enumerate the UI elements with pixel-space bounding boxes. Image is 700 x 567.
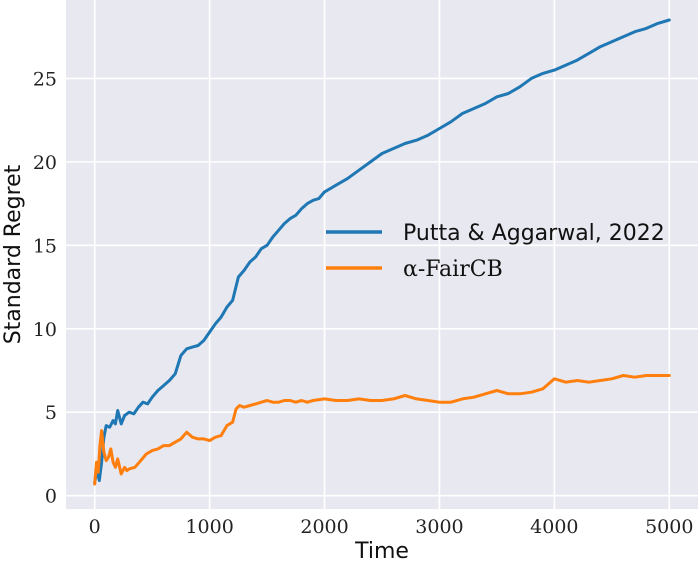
y-tick-label: 5 <box>45 402 57 424</box>
plot-area <box>66 0 698 509</box>
legend-label-alpha-faircb: α-FairCB <box>403 257 503 282</box>
legend-label-putta-aggarwal: Putta & Aggarwal, 2022 <box>403 221 665 246</box>
y-axis-label: Standard Regret <box>1 164 26 344</box>
y-tick-label: 25 <box>33 68 57 90</box>
grid-lines <box>66 0 698 509</box>
x-tick-label: 0 <box>89 516 101 538</box>
legend: Putta & Aggarwal, 2022 α-FairCB <box>326 221 665 282</box>
y-tick-label: 15 <box>33 235 57 257</box>
x-tick-label: 1000 <box>185 516 233 538</box>
y-tick-label: 10 <box>33 319 57 341</box>
series-lines <box>93 18 671 486</box>
x-tick-label: 4000 <box>530 516 578 538</box>
x-tick-label: 5000 <box>645 516 693 538</box>
series-line-putta-aggarwal <box>93 18 671 484</box>
x-tick-label: 2000 <box>300 516 348 538</box>
y-tick-label: 20 <box>33 152 57 174</box>
series-line-alpha-faircb <box>93 374 671 486</box>
tick-labels: 0 1000 2000 3000 4000 5000 0 5 10 15 20 25 <box>33 68 694 538</box>
y-tick-label: 0 <box>45 486 57 508</box>
x-tick-label: 3000 <box>415 516 463 538</box>
x-axis-label: Time <box>354 539 409 564</box>
